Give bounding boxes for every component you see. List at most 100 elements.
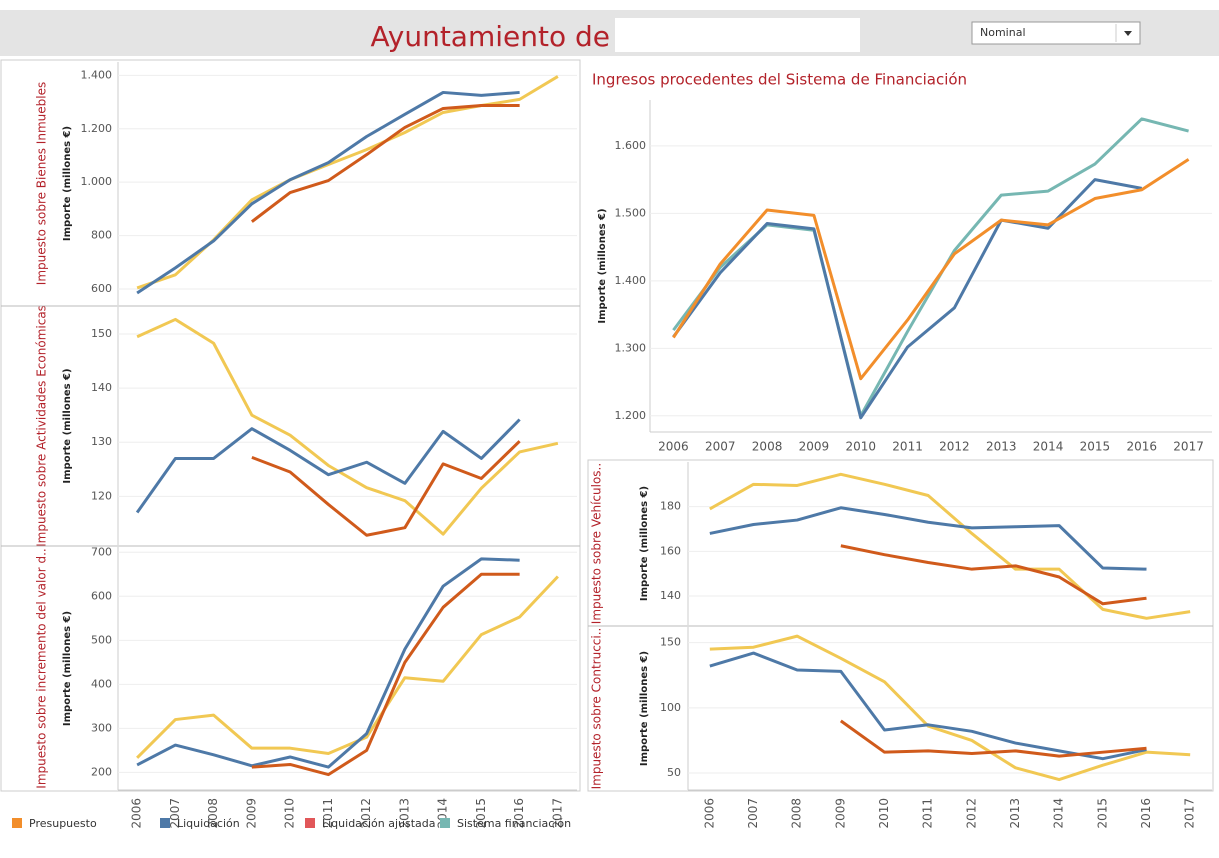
series-line [709,651,1147,761]
y-tick-label: 140 [660,589,681,602]
x-tick-label: 2006 [702,798,716,829]
left-panel [0,59,581,792]
dropdown-arrow[interactable] [1124,31,1132,36]
series-line [251,440,521,537]
y-axis-label: Importe (millones €) [639,651,650,766]
x-tick-label: 2013 [1008,798,1022,829]
legend-label: Liquidación ajustada [322,817,436,830]
x-tick-label: 2013 [986,440,1017,454]
series-line [251,572,520,777]
panel-title: Impuesto sobre incremento del valor d.. [35,548,49,788]
dropdown[interactable] [971,21,1141,45]
x-tick-label: 2006 [658,440,689,454]
series-line [672,117,1189,418]
x-tick-label: 2008 [790,798,804,829]
y-tick-label: 140 [91,381,112,394]
legend-swatch [160,818,170,828]
dropdown-value[interactable]: Nominal [980,26,1026,39]
x-tick-label: 2012 [964,798,978,829]
y-tick-label: 1.200 [81,122,113,135]
x-tick-label: 2013 [397,798,411,829]
x-tick-label: 2017 [550,798,564,829]
x-tick-label: 2007 [705,440,736,454]
x-tick-label: 2015 [1095,798,1109,829]
redacted-box [615,18,860,52]
x-tick-label: 2012 [939,440,970,454]
panel-title: Ingresos procedentes del Sistema de Fina… [592,71,967,89]
x-tick-label: 2007 [168,798,182,829]
x-tick-label: 2015 [1080,440,1111,454]
y-tick-label: 800 [91,229,112,242]
y-tick-label: 600 [91,282,112,295]
series-line [136,317,559,536]
x-tick-label: 2016 [512,798,526,829]
legend-swatch [305,818,315,828]
series-line [709,506,1147,571]
x-tick-label: 2010 [845,440,876,454]
y-axis-label: Importe (millones €) [62,368,73,483]
y-axis-label: Importe (millones €) [597,208,608,323]
y-tick-label: 1.600 [615,139,647,152]
y-tick-label: 150 [660,636,681,649]
y-axis-label: Importe (millones €) [639,486,650,601]
x-tick-label: 2009 [244,798,258,829]
x-tick-label: 2010 [283,798,297,829]
series-line [672,178,1143,420]
x-tick-label: 2016 [1139,798,1153,829]
y-tick-label: 1.400 [81,68,113,81]
x-tick-label: 2009 [799,440,830,454]
legend-swatch [440,818,450,828]
y-tick-label: 400 [91,677,112,690]
x-tick-label: 2017 [1173,440,1204,454]
series-line [839,719,1147,758]
x-tick-label: 2011 [921,798,935,829]
y-tick-label: 1.200 [615,409,647,422]
x-tick-label: 2011 [892,440,923,454]
series-line [840,544,1147,606]
y-tick-label: 500 [91,633,112,646]
x-tick-label: 2007 [746,798,760,829]
series-line [709,472,1191,620]
series-line [250,104,520,223]
panel-title: Impuesto sobre Contrucci.. [590,628,604,790]
y-tick-label: 120 [91,489,112,502]
x-tick-label: 2016 [1126,440,1157,454]
series-line [672,158,1190,381]
x-tick-label: 2006 [130,798,144,829]
y-tick-label: 700 [91,545,112,558]
y-tick-label: 1.000 [81,175,113,188]
y-axis-label: Importe (millones €) [62,126,73,241]
x-tick-label: 2015 [474,798,488,829]
legend-swatch [12,818,22,828]
series-line [136,557,520,769]
legend-label: Liquidación [177,817,240,830]
x-tick-label: 2009 [833,798,847,829]
y-tick-label: 1.400 [615,274,647,287]
y-tick-label: 130 [91,435,112,448]
panel-title: Impuesto sobre Bienes Inmuebles [35,82,49,285]
x-tick-label: 2008 [752,440,783,454]
y-tick-label: 200 [91,765,112,778]
x-tick-label: 2014 [1052,798,1066,829]
series-line [136,575,559,759]
series-line [709,634,1191,782]
series-line [136,90,520,295]
y-tick-label: 50 [667,766,681,779]
x-tick-label: 2014 [1033,440,1064,454]
legend-label: Sistema financiación [457,817,571,830]
y-tick-label: 600 [91,589,112,602]
y-tick-label: 150 [91,327,112,340]
legend-label: Presupuesto [29,817,97,830]
x-tick-label: 2017 [1183,798,1197,829]
x-tick-label: 2010 [877,798,891,829]
x-tick-label: 2011 [321,798,335,829]
panel-title: Impuesto sobre Vehículos.. [590,463,604,624]
x-tick-label: 2008 [206,798,220,829]
y-tick-label: 1.500 [615,206,647,219]
header-title: Ayuntamiento de [371,20,611,53]
panel-title: Impuesto sobre Actividades Económicas [35,305,49,547]
y-tick-label: 160 [660,544,681,557]
y-tick-label: 180 [660,500,681,513]
series-line [135,418,521,514]
